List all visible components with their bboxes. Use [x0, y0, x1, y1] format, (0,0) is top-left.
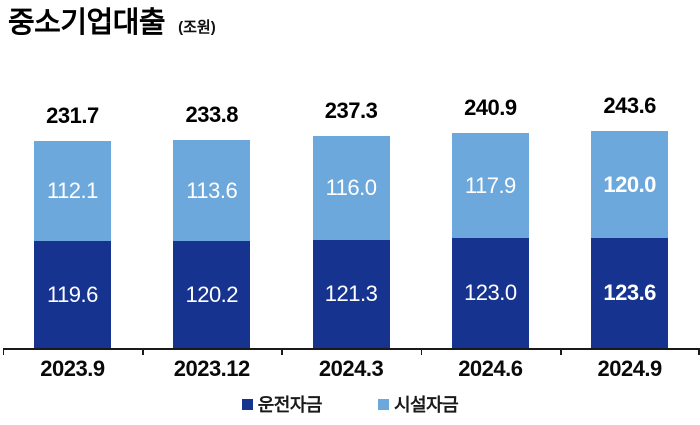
x-axis-tick — [2, 348, 5, 355]
bar-segment-facility-funds — [312, 136, 390, 240]
total-label: 237.3 — [324, 98, 378, 123]
x-axis-label: 2023.12 — [173, 356, 251, 381]
x-axis-tick — [698, 348, 700, 355]
bar-segment-working-capital — [33, 241, 111, 348]
bar-segment-working-capital — [591, 238, 669, 348]
x-axis-tick — [420, 348, 423, 355]
x-axis-line — [2, 348, 700, 350]
total-label: 233.8 — [185, 102, 239, 127]
value-label-facility-funds: 116.0 — [325, 175, 377, 200]
x-axis-tick — [142, 348, 144, 355]
x-axis-tick — [281, 348, 283, 355]
chart-header: 중소기업대출 (조원) — [8, 7, 216, 40]
value-label-working-capital: 121.3 — [324, 281, 378, 306]
value-label-working-capital: 123.6 — [603, 280, 656, 305]
x-axis-label: 2024.6 — [458, 356, 523, 381]
value-label-working-capital: 123.0 — [464, 280, 517, 305]
value-label-facility-funds: 120.0 — [603, 171, 656, 197]
legend-item-working-capital: 운전자금 — [241, 391, 323, 417]
unit-label: (조원) — [178, 19, 216, 36]
value-label-facility-funds: 113.6 — [186, 177, 238, 203]
bar-segment-facility-funds — [33, 141, 111, 241]
total-label: 243.6 — [603, 93, 656, 118]
bar-segment-working-capital — [451, 238, 529, 348]
bar-segment-facility-funds — [173, 140, 251, 241]
x-axis-tick — [560, 348, 562, 355]
bar-segment-working-capital — [173, 241, 251, 348]
legend-item-facility-funds: 시설자금 — [378, 391, 459, 417]
x-axis-label: 2024.3 — [318, 356, 384, 381]
bar-segment-working-capital — [312, 240, 390, 348]
x-axis-label: 2024.9 — [597, 356, 662, 381]
legend-label-facility-funds: 시설자금 — [394, 395, 459, 415]
bar-segment-facility-funds — [451, 133, 529, 238]
value-label-facility-funds: 112.1 — [46, 178, 98, 203]
value-label-working-capital: 119.6 — [46, 281, 98, 307]
total-label: 231.7 — [46, 103, 99, 128]
legend-label-working-capital: 운전자금 — [257, 395, 323, 415]
legend-swatch-facility-funds — [378, 398, 389, 410]
x-axis-label: 2023.9 — [40, 356, 105, 381]
legend: 운전자금 시설자금 — [0, 391, 700, 417]
value-label-facility-funds: 117.9 — [464, 172, 516, 198]
bar-segment-facility-funds — [591, 131, 669, 238]
total-label: 240.9 — [464, 95, 517, 120]
legend-swatch-working-capital — [241, 398, 253, 410]
page-title: 중소기업대출 — [8, 7, 166, 39]
value-label-working-capital: 120.2 — [185, 281, 239, 307]
